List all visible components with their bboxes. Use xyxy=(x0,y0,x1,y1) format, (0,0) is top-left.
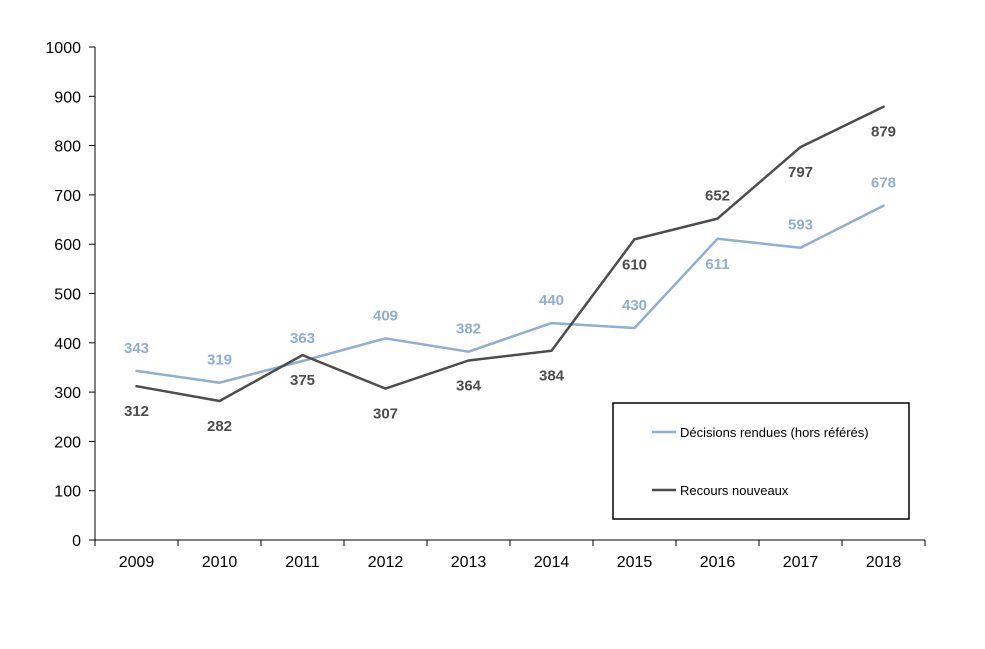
y-tick-label: 500 xyxy=(54,287,81,304)
data-label: 375 xyxy=(290,372,315,389)
x-tick-label: 2012 xyxy=(368,554,404,571)
y-tick-label: 600 xyxy=(54,237,81,254)
x-tick-label: 2015 xyxy=(617,554,653,571)
y-tick-label: 400 xyxy=(54,336,81,353)
data-label: 364 xyxy=(456,378,482,395)
x-tick-label: 2010 xyxy=(202,554,238,571)
legend: Décisions rendues (hors référés) Recours … xyxy=(612,402,910,520)
data-label: 282 xyxy=(207,418,232,435)
x-tick-label: 2018 xyxy=(866,554,902,571)
data-label: 409 xyxy=(373,307,398,324)
x-tick-label: 2014 xyxy=(534,554,570,571)
x-tick-label: 2016 xyxy=(700,554,736,571)
y-tick-label: 100 xyxy=(54,484,81,501)
legend-label: Recours nouveaux xyxy=(680,483,789,498)
data-label: 384 xyxy=(539,368,565,385)
y-tick-label: 700 xyxy=(54,188,81,205)
data-label: 440 xyxy=(539,292,564,309)
data-label: 610 xyxy=(622,256,647,273)
data-label: 879 xyxy=(871,124,896,141)
x-tick-label: 2017 xyxy=(783,554,819,571)
data-label: 312 xyxy=(124,403,149,420)
series-line-2 xyxy=(135,105,885,403)
data-label: 430 xyxy=(622,297,647,314)
series-group xyxy=(135,105,885,403)
data-label: 363 xyxy=(290,330,315,347)
data-label: 307 xyxy=(373,406,398,423)
axes: 0 100 200 300 400 500 600 700 800 900 1000 2009 2010… xyxy=(45,40,926,571)
legend-label: Décisions rendues (hors référés) xyxy=(680,425,869,440)
y-tick-label: 0 xyxy=(72,533,81,550)
series-line-1 xyxy=(135,204,885,384)
data-label: 797 xyxy=(788,164,813,181)
y-tick-label: 200 xyxy=(54,434,81,451)
x-tick-label: 2009 xyxy=(119,554,155,571)
data-label: 343 xyxy=(124,340,149,357)
x-tick-label: 2011 xyxy=(285,554,320,571)
legend-box xyxy=(612,402,910,520)
data-label: 593 xyxy=(788,217,813,234)
y-tick-label: 900 xyxy=(54,89,81,106)
data-label: 678 xyxy=(871,175,896,192)
data-label: 382 xyxy=(456,321,481,338)
data-label: 611 xyxy=(705,256,729,273)
x-tick-label: 2013 xyxy=(451,554,487,571)
data-label: 319 xyxy=(207,352,232,369)
y-tick-label: 300 xyxy=(54,385,81,402)
y-tick-label: 800 xyxy=(54,139,81,156)
y-tick-label: 1000 xyxy=(45,40,81,57)
data-label: 652 xyxy=(705,188,730,205)
data-labels: 343 319 363 409 382 440 430 611 593 678 312 282 375 3… xyxy=(124,124,896,435)
